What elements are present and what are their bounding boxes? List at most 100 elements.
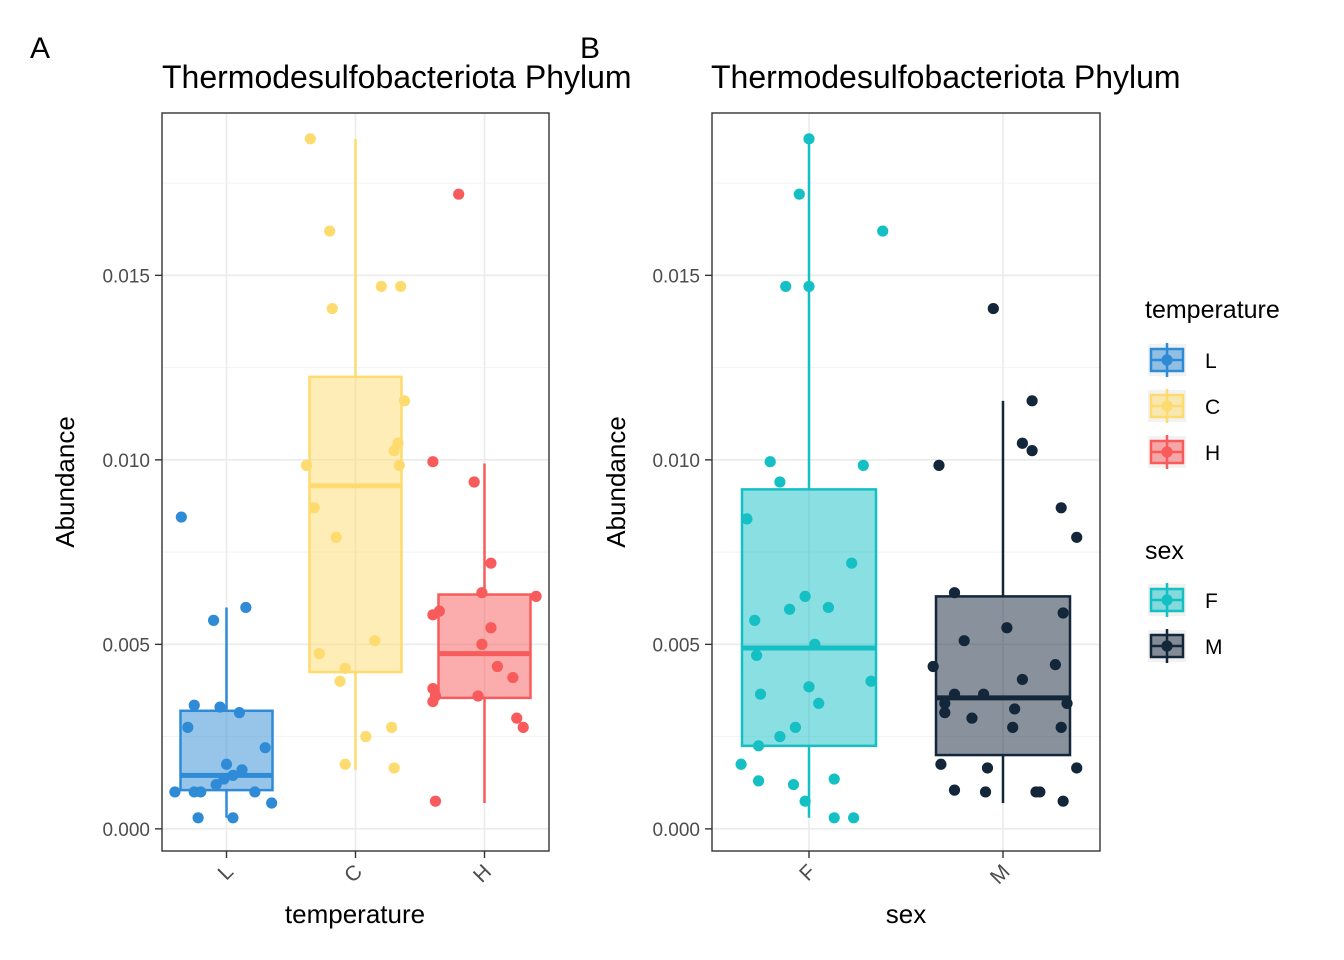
panel-b-y-tick-label: 0.005 <box>652 635 700 656</box>
box-iqr <box>308 375 403 674</box>
panel-b-point-F <box>803 133 815 145</box>
legend-key-point <box>1161 446 1173 458</box>
panel-a-point-L <box>214 701 226 713</box>
panel-b-y-tick-label: 0.000 <box>652 820 700 841</box>
panel-b-point-F <box>828 812 840 824</box>
panel-a-point-C <box>388 445 400 457</box>
legend-key-point <box>1161 594 1173 606</box>
panel-b-title: Thermodesulfobacteriota Phylum <box>711 59 1181 95</box>
panel-b-point-F <box>754 688 767 700</box>
panel-b-box-M <box>934 400 1072 804</box>
panel-a-y-tick-label: 0.015 <box>102 266 150 287</box>
panel-b-point-M <box>966 712 978 724</box>
legend-key-point <box>1161 640 1173 652</box>
panel-b-point-F <box>857 459 869 471</box>
legend-label-L: L <box>1205 350 1217 373</box>
panel-a-point-C <box>334 675 346 687</box>
panel-b-point-F <box>774 731 786 743</box>
panel-b-point-F <box>793 188 805 200</box>
panel-b-point-M <box>939 707 951 719</box>
panel-b-point-F <box>846 557 858 569</box>
panel-tag-a: A <box>30 32 50 65</box>
panel-b-point-M <box>981 762 994 774</box>
panel-a-point-C <box>324 225 336 237</box>
panel-a-point-H <box>427 695 439 708</box>
panel-a-point-H <box>517 721 529 733</box>
legend-key-H <box>1148 435 1186 469</box>
panel-b-point-F <box>784 603 796 615</box>
panel-a-point-C <box>386 721 398 733</box>
panel-a-point-H <box>476 638 488 650</box>
panel-b-point-F <box>865 675 877 687</box>
panel-b-point-M <box>1016 673 1028 686</box>
panel-b-point-F <box>799 795 811 807</box>
panel-b-point-M <box>1071 762 1083 774</box>
panel-b-border <box>711 112 1101 852</box>
panel-b-point-M <box>935 758 947 770</box>
panel-b-point-M <box>1055 502 1067 514</box>
legend-sex-title: sex <box>1145 537 1184 565</box>
panel-b-x-axis-label: sex <box>886 899 926 929</box>
panel-a-box-C <box>308 138 403 770</box>
panel-b-point-F <box>752 740 765 752</box>
panel-b-point-M <box>979 786 992 798</box>
panel-a-point-C <box>369 635 381 647</box>
panel-a-y-tick-label: 0.000 <box>102 820 150 841</box>
panel-a-point-H <box>427 609 439 621</box>
legend-label-H: H <box>1205 442 1220 465</box>
panel-a-point-L <box>259 742 271 754</box>
panel-b-point-F <box>780 280 792 293</box>
panel-b-point-M <box>948 688 961 700</box>
panel-b-point-F <box>789 721 802 733</box>
panel-b-y-tick-label: 0.015 <box>652 266 700 287</box>
panel-b-point-M <box>1001 622 1013 634</box>
panel-a-x-axis-label: temperature <box>285 899 425 929</box>
legend-sex: sex FM <box>1145 537 1223 663</box>
panel-a-point-C <box>304 133 316 145</box>
panel-a-point-H <box>427 456 439 468</box>
panel-b-point-F <box>848 812 860 824</box>
panel-b-point-M <box>1016 437 1028 449</box>
panel-b-point-F <box>774 476 786 488</box>
panel-b-point-F <box>749 614 761 626</box>
panel-tag-b: B <box>580 32 600 65</box>
panel-b-point-M <box>1026 395 1038 407</box>
panel-a-point-H <box>485 622 497 634</box>
panel-a-point-L <box>227 812 239 824</box>
panel-a-point-C <box>313 647 325 660</box>
panel-a-point-L <box>182 721 194 733</box>
panel-b-point-M <box>1007 721 1019 733</box>
panel-a-point-H <box>476 587 488 599</box>
panel-b-point-M <box>987 302 999 315</box>
panel-a-point-L <box>175 511 187 523</box>
panel-a-point-H <box>468 476 480 488</box>
legend-key-L <box>1148 343 1186 377</box>
panel-b-point-M <box>927 660 939 673</box>
panel-b-y-axis-label: Abundance <box>601 416 631 548</box>
panel-b-point-F <box>741 513 753 525</box>
box-iqr <box>934 595 1072 757</box>
panel-a-point-L <box>208 614 220 626</box>
panel-a-y-tick-label: 0.005 <box>102 635 150 656</box>
panel-b-point-M <box>1071 531 1083 543</box>
panel-a-point-L <box>266 797 278 809</box>
panel-a-point-L <box>233 707 245 719</box>
panel-a-point-L <box>188 699 200 711</box>
panel-a-point-L <box>192 812 204 824</box>
panel-a-point-C <box>393 459 405 471</box>
panel-b-point-M <box>1061 697 1073 710</box>
panel-a-point-L <box>249 786 261 798</box>
panel-a-point-H <box>491 660 503 673</box>
panel-b-point-M <box>1055 721 1067 733</box>
panel-a-point-C <box>326 302 338 315</box>
panel-a-point-H <box>429 795 442 807</box>
panel-a-point-L <box>210 778 222 791</box>
panel-a-y-axis-label: Abundance <box>50 416 80 548</box>
panel-b-point-M <box>1026 445 1038 457</box>
panel-a-box-L <box>179 607 274 818</box>
panel-b-point-M <box>1009 703 1021 715</box>
panel-a-point-C <box>388 762 400 774</box>
panel-b-point-F <box>813 697 825 710</box>
legend-key-point <box>1161 354 1173 366</box>
